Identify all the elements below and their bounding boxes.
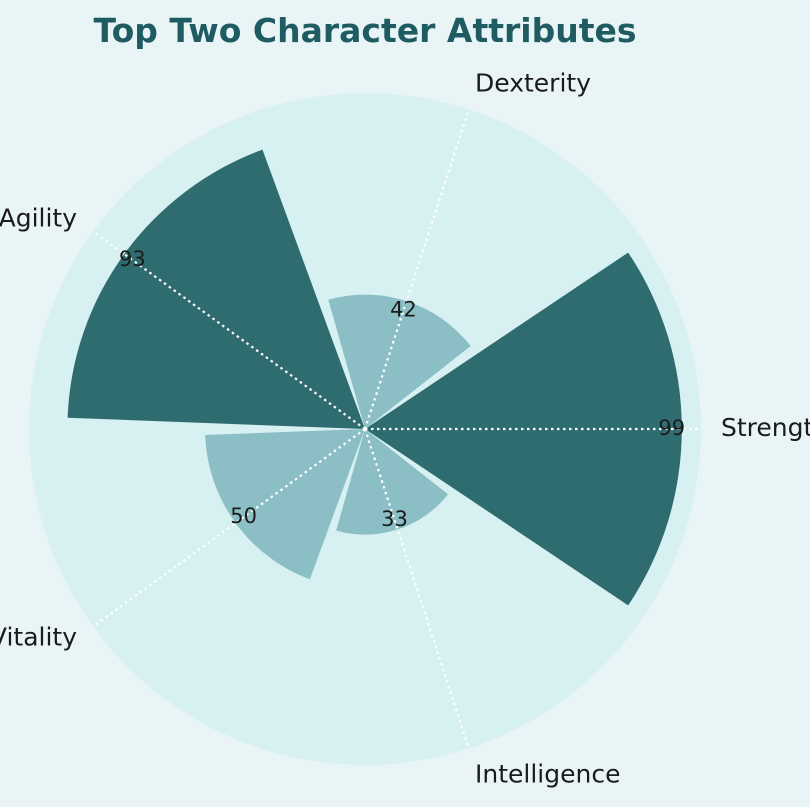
category-label-agility: Agility (0, 204, 77, 233)
category-label-strength: Strength (721, 413, 810, 442)
value-label-agility: 93 (119, 247, 146, 271)
value-label-intelligence: 33 (381, 507, 408, 531)
value-label-strength: 99 (658, 416, 685, 440)
grid-line-dexterity (363, 109, 470, 430)
labels-layer: Strength 99 Dexterity 42 Agility 93 Vitality 50… (0, 68, 810, 788)
bar-agility (67, 149, 365, 429)
grid-line-vitality (92, 428, 366, 628)
value-label-dexterity: 42 (390, 298, 417, 322)
chart-title: Top Two Character Attributes (93, 11, 636, 50)
bar-intelligence (336, 429, 449, 535)
category-label-vitality: Vitality (0, 622, 77, 651)
category-label-intelligence: Intelligence (475, 760, 620, 789)
grid-layer (92, 109, 701, 749)
grid-line-intelligence (363, 428, 470, 749)
grid-line-agility (92, 230, 366, 430)
bar-dexterity (328, 294, 471, 429)
bar-vitality (205, 429, 365, 580)
category-label-dexterity: Dexterity (475, 68, 591, 97)
value-label-vitality: 50 (230, 504, 257, 528)
